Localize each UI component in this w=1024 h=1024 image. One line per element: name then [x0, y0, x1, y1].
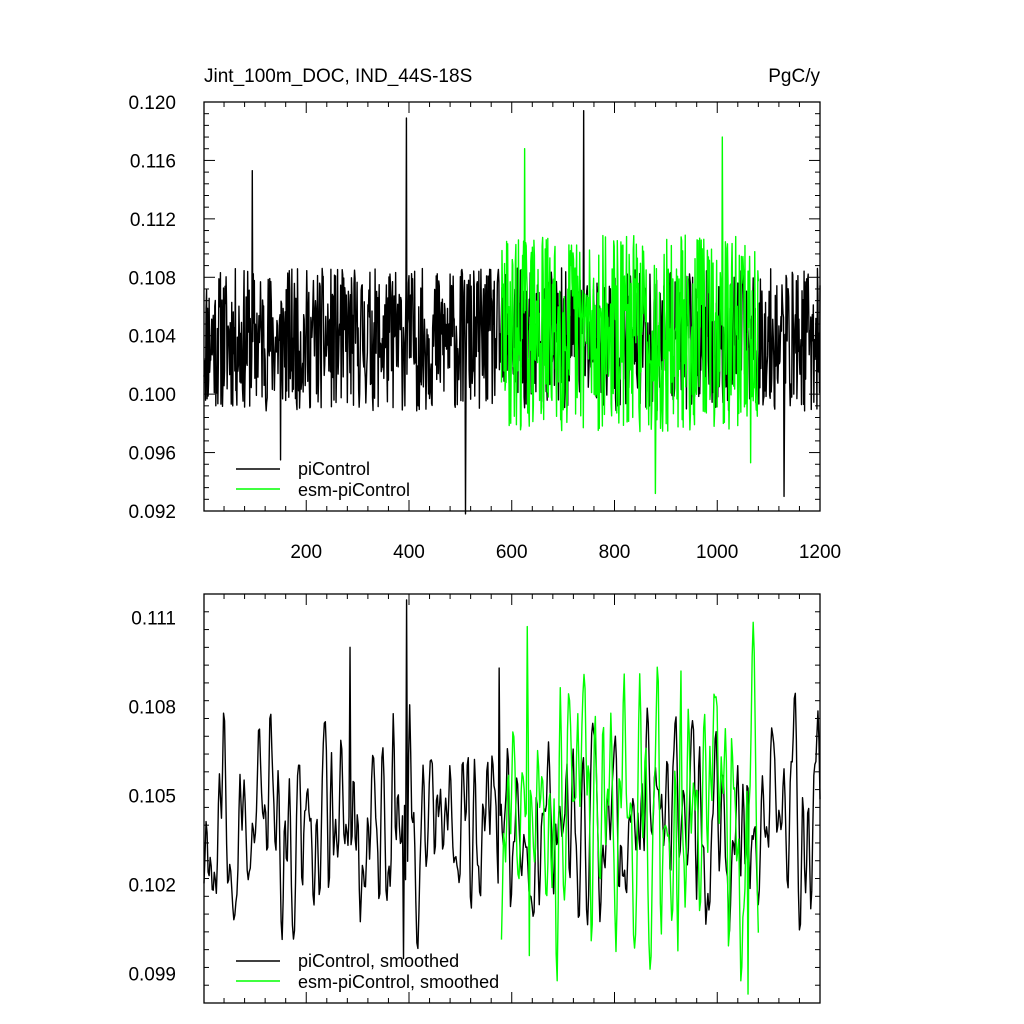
x-tick-label: 400 [393, 542, 425, 563]
x-tick-label: 1200 [799, 542, 841, 563]
y-tick-label: 0.102 [128, 875, 176, 896]
series-line-esm-picontrol [500, 136, 760, 495]
x-tick-label: 200 [290, 542, 322, 563]
y-tick-label: 0.104 [128, 327, 176, 348]
y-tick-label: 0.112 [130, 210, 176, 231]
y-tick-label: 0.105 [128, 787, 176, 808]
y-tick-label: 0.096 [128, 444, 176, 465]
bottom-axis-ticks [204, 593, 821, 1004]
bottom-y-tick-labels: 0.099 0.102 0.105 0.108 0.111 [128, 609, 176, 986]
top-legend: piControl esm-piControl [236, 459, 410, 500]
y-tick-label: 0.099 [128, 964, 176, 985]
y-tick-label: 0.100 [128, 385, 176, 406]
chart-title: Jint_100m_DOC, IND_44S-18S [204, 66, 472, 87]
series-line-esm-picontrol-smoothed [500, 621, 760, 995]
bottom-series-lines [203, 599, 821, 995]
top-series-lines [203, 110, 821, 515]
y-tick-label: 0.108 [128, 698, 176, 719]
y-tick-label: 0.111 [131, 609, 176, 630]
bottom-panel: 0.099 0.102 0.105 0.108 0.111 piControl,… [128, 593, 821, 1004]
series-line-picontrol-smoothed [203, 599, 821, 960]
top-y-tick-labels: 0.092 0.096 0.100 0.104 0.108 0.112 0.11… [128, 93, 176, 523]
x-tick-label: 600 [496, 542, 528, 563]
chart-units: PgC/y [768, 66, 820, 87]
bottom-legend: piControl, smoothed esm-piControl, smoot… [236, 951, 499, 992]
top-panel: Jint_100m_DOC, IND_44S-18S PgC/y 0.092 0… [128, 66, 841, 563]
legend-label-esm-picontrol: esm-piControl [298, 480, 410, 500]
x-tick-label: 1000 [696, 542, 738, 563]
legend-label-picontrol: piControl [298, 459, 370, 479]
legend-label-picontrol-smoothed: piControl, smoothed [298, 951, 459, 971]
y-tick-label: 0.108 [128, 268, 176, 289]
y-tick-label: 0.092 [128, 502, 176, 523]
y-tick-label: 0.116 [130, 151, 176, 172]
x-tick-label: 800 [599, 542, 631, 563]
legend-label-esm-picontrol-smoothed: esm-piControl, smoothed [298, 972, 499, 992]
top-axis-ticks [204, 101, 821, 512]
top-x-tick-labels: 200 400 600 800 1000 1200 [290, 542, 841, 563]
y-tick-label: 0.120 [128, 93, 176, 114]
